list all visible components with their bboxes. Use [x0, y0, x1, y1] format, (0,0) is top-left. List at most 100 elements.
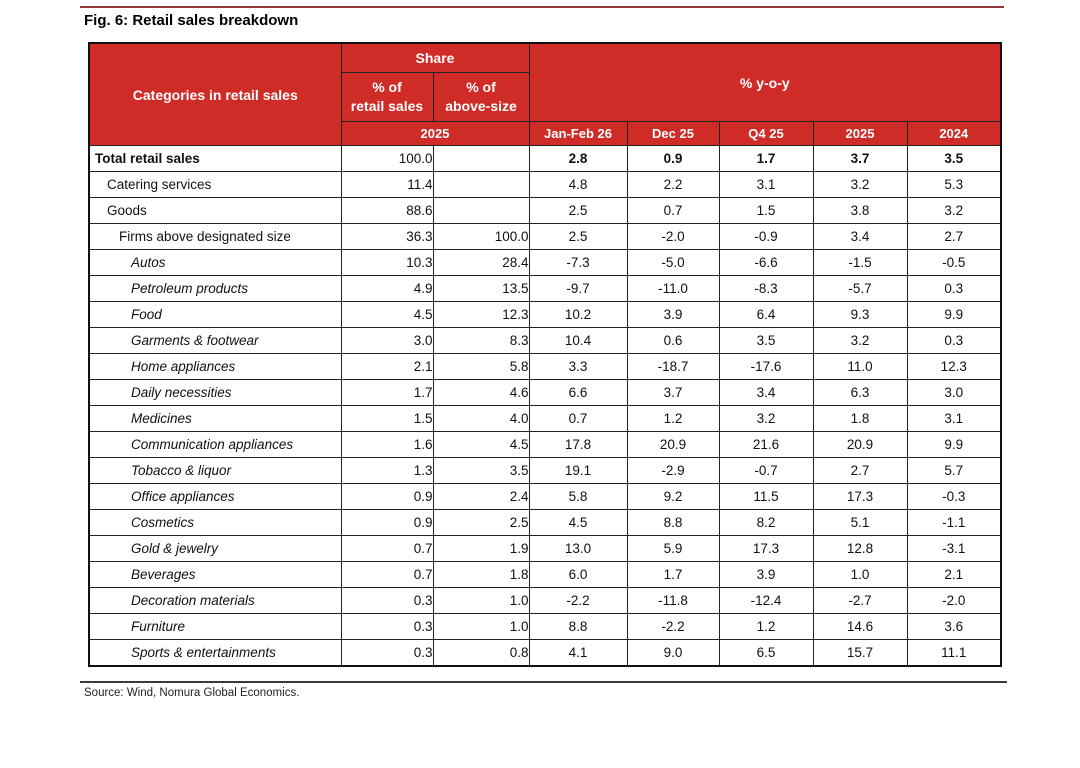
yoy-cell: 3.5 — [906, 145, 1002, 172]
yoy-cell: 3.2 — [718, 405, 814, 432]
yoy-cell: 10.2 — [528, 301, 628, 328]
top-divider — [80, 6, 1004, 8]
table-body: Total retail sales 100.0 2.8 0.9 1.7 3.7 3.5 Ca… — [88, 145, 1002, 667]
share-above-cell: 3.5 — [432, 457, 530, 484]
category-cell: Firms above designated size — [88, 223, 342, 250]
category-cell: Gold & jewelry — [88, 535, 342, 562]
category-cell: Autos — [88, 249, 342, 276]
yoy-cell: -5.7 — [812, 275, 908, 302]
yoy-cell: 3.9 — [626, 301, 720, 328]
category-cell: Daily necessities — [88, 379, 342, 406]
yoy-cell: 12.3 — [906, 353, 1002, 380]
share-retail-cell: 3.0 — [340, 327, 434, 354]
category-cell: Medicines — [88, 405, 342, 432]
table-row: Office appliances 0.9 2.4 5.8 9.2 11.5 17.3 -0.… — [88, 483, 1002, 510]
share-retail-cell: 0.3 — [340, 587, 434, 614]
share-above-cell: 2.4 — [432, 483, 530, 510]
yoy-cell: 3.2 — [812, 171, 908, 198]
column-header-q425: Q4 25 — [718, 121, 814, 146]
yoy-cell: 1.8 — [812, 405, 908, 432]
yoy-cell: 1.0 — [812, 561, 908, 588]
category-cell: Office appliances — [88, 483, 342, 510]
share-above-cell: 1.0 — [432, 613, 530, 640]
yoy-cell: -2.9 — [626, 457, 720, 484]
category-cell: Tobacco & liquor — [88, 457, 342, 484]
share-above-cell: 0.8 — [432, 639, 530, 667]
share-above-cell: 4.0 — [432, 405, 530, 432]
share-retail-cell: 4.5 — [340, 301, 434, 328]
yoy-cell: 0.7 — [528, 405, 628, 432]
table-row: Gold & jewelry 0.7 1.9 13.0 5.9 17.3 12.8 -3.1 — [88, 535, 1002, 562]
share-above-cell: 13.5 — [432, 275, 530, 302]
yoy-cell: 5.9 — [626, 535, 720, 562]
yoy-cell: 1.2 — [718, 613, 814, 640]
yoy-cell: -2.2 — [528, 587, 628, 614]
bottom-divider — [80, 681, 1007, 683]
yoy-cell: -2.0 — [906, 587, 1002, 614]
share-retail-cell: 1.3 — [340, 457, 434, 484]
yoy-cell: 17.8 — [528, 431, 628, 458]
share-above-cell: 1.8 — [432, 561, 530, 588]
yoy-cell: 11.0 — [812, 353, 908, 380]
share-retail-cell: 0.3 — [340, 639, 434, 667]
share-retail-cell: 10.3 — [340, 249, 434, 276]
column-group-share: Share — [340, 42, 530, 73]
share-retail-cell: 1.6 — [340, 431, 434, 458]
yoy-cell: 2.8 — [528, 145, 628, 172]
category-cell: Garments & footwear — [88, 327, 342, 354]
yoy-cell: 14.6 — [812, 613, 908, 640]
table-row: Petroleum products 4.9 13.5 -9.7 -11.0 -8.3 -5… — [88, 275, 1002, 302]
yoy-cell: 3.4 — [812, 223, 908, 250]
yoy-cell: 5.1 — [812, 509, 908, 536]
yoy-cell: 6.4 — [718, 301, 814, 328]
yoy-cell: 3.7 — [626, 379, 720, 406]
yoy-cell: 12.8 — [812, 535, 908, 562]
yoy-cell: 0.3 — [906, 275, 1002, 302]
yoy-cell: -0.3 — [906, 483, 1002, 510]
yoy-cell: 5.3 — [906, 171, 1002, 198]
share-above-cell: 12.3 — [432, 301, 530, 328]
yoy-cell: 3.6 — [906, 613, 1002, 640]
figure-title: Fig. 6: Retail sales breakdown — [84, 12, 299, 29]
yoy-cell: 11.5 — [718, 483, 814, 510]
yoy-cell: -12.4 — [718, 587, 814, 614]
yoy-cell: 20.9 — [626, 431, 720, 458]
yoy-cell: 13.0 — [528, 535, 628, 562]
yoy-cell: 20.9 — [812, 431, 908, 458]
yoy-cell: 3.2 — [906, 197, 1002, 224]
table-row: Food 4.5 12.3 10.2 3.9 6.4 9.3 9.9 — [88, 301, 1002, 328]
table-row: Daily necessities 1.7 4.6 6.6 3.7 3.4 6.3 3.0 — [88, 379, 1002, 406]
table-row: Beverages 0.7 1.8 6.0 1.7 3.9 1.0 2.1 — [88, 561, 1002, 588]
yoy-cell: 9.2 — [626, 483, 720, 510]
yoy-cell: -2.0 — [626, 223, 720, 250]
yoy-cell: 9.9 — [906, 301, 1002, 328]
column-header-2024: 2024 — [906, 121, 1002, 146]
share-above-cell: 8.3 — [432, 327, 530, 354]
header-row-groups: Categories in retail sales Share % y-o-y — [88, 42, 1002, 146]
share-retail-cell: 36.3 — [340, 223, 434, 250]
share-above-cell: 4.5 — [432, 431, 530, 458]
yoy-cell: 3.5 — [718, 327, 814, 354]
share-retail-cell: 2.1 — [340, 353, 434, 380]
yoy-cell: 0.9 — [626, 145, 720, 172]
yoy-cell: -11.8 — [626, 587, 720, 614]
yoy-cell: -11.0 — [626, 275, 720, 302]
yoy-cell: 6.6 — [528, 379, 628, 406]
share-above-cell: 2.5 — [432, 509, 530, 536]
yoy-cell: 3.0 — [906, 379, 1002, 406]
share-retail-cell: 100.0 — [340, 145, 434, 172]
header-row-periods: 2025 Jan-Feb 26 Dec 25 Q4 25 2025 2024 — [89, 121, 1002, 146]
share-retail-cell: 88.6 — [340, 197, 434, 224]
category-cell: Food — [88, 301, 342, 328]
yoy-cell: 3.8 — [812, 197, 908, 224]
category-cell: Petroleum products — [88, 275, 342, 302]
yoy-cell: -2.7 — [812, 587, 908, 614]
category-cell: Beverages — [88, 561, 342, 588]
share-above-cell: 1.0 — [432, 587, 530, 614]
yoy-cell: -3.1 — [906, 535, 1002, 562]
column-header-share-above: % of above-size — [432, 72, 530, 122]
yoy-cell: 2.5 — [528, 197, 628, 224]
yoy-cell: 9.9 — [906, 431, 1002, 458]
share-retail-cell: 0.9 — [340, 509, 434, 536]
yoy-cell: 8.8 — [528, 613, 628, 640]
